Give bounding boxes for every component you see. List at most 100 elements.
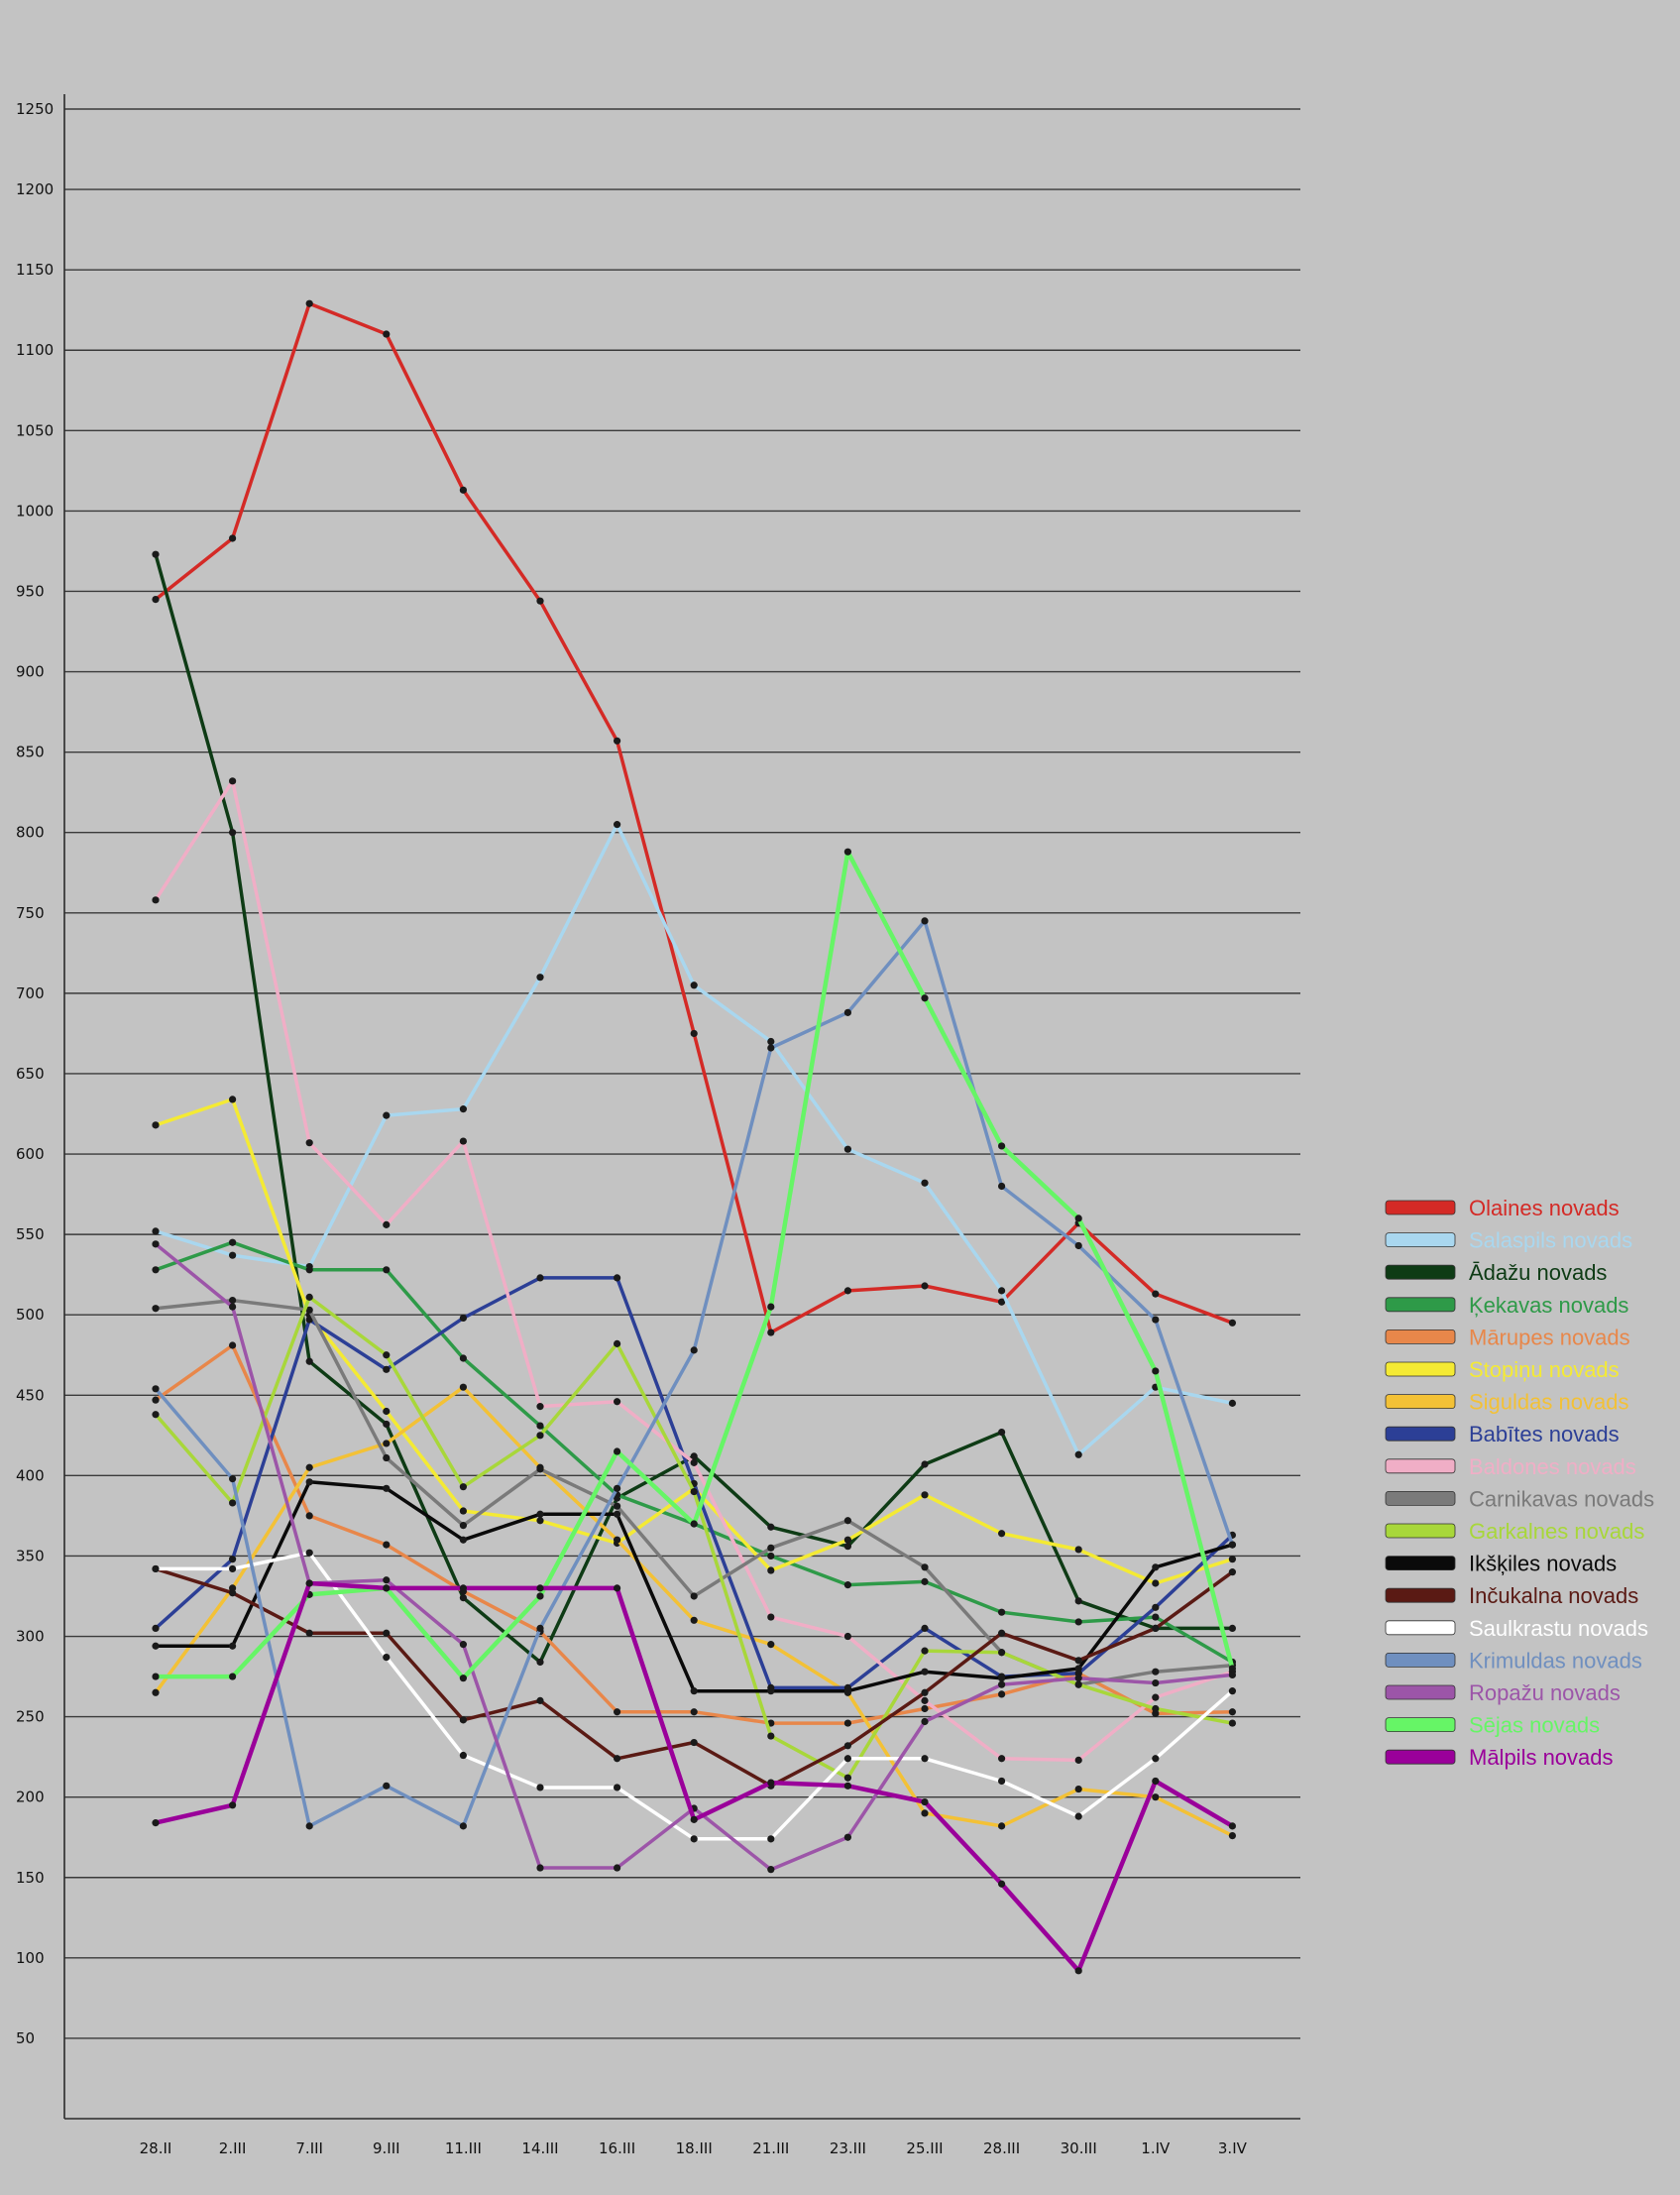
- legend-item: Mārupes novads: [1385, 1325, 1630, 1349]
- data-point: [843, 1742, 852, 1750]
- legend-swatch: [1385, 1329, 1456, 1344]
- data-point: [921, 1179, 929, 1187]
- data-point: [767, 1866, 775, 1874]
- series-line: [154, 301, 1235, 1334]
- data-point: [305, 1549, 313, 1557]
- legend-item: Saulkrastu novads: [1385, 1616, 1648, 1641]
- data-point: [998, 1680, 1006, 1688]
- data-point: [305, 1822, 313, 1830]
- data-point: [1152, 1777, 1160, 1786]
- data-point: [1228, 1319, 1236, 1327]
- x-tick-label: 25.III: [906, 2139, 943, 2157]
- data-point: [767, 1687, 775, 1695]
- data-point: [459, 1314, 467, 1323]
- axes: [63, 94, 1300, 2120]
- data-point: [614, 821, 621, 829]
- data-point: [1074, 1812, 1082, 1820]
- data-point: [152, 1819, 160, 1827]
- legend-item: Sējas novads: [1385, 1713, 1600, 1738]
- legend-swatch: [1385, 1684, 1456, 1700]
- data-point: [383, 1407, 391, 1416]
- data-point: [305, 1478, 313, 1486]
- data-point: [614, 1755, 621, 1763]
- legend-label: Siguldas novads: [1469, 1390, 1628, 1415]
- data-point: [614, 1584, 621, 1592]
- x-tick-label: 18.III: [676, 2139, 713, 2157]
- data-point: [1228, 1719, 1236, 1727]
- series-16: [152, 1240, 1236, 1874]
- data-point: [152, 1673, 160, 1680]
- data-point: [1228, 1541, 1236, 1549]
- legend-item: Ķekavas novads: [1385, 1293, 1628, 1318]
- legend-label: Inčukalna novads: [1469, 1583, 1638, 1608]
- legend-label: Baldones novads: [1469, 1454, 1636, 1479]
- data-point: [305, 1316, 313, 1324]
- data-point: [767, 1037, 775, 1046]
- data-point: [998, 1428, 1006, 1437]
- data-point: [1152, 1668, 1160, 1675]
- data-point: [921, 1647, 929, 1655]
- data-point: [536, 1403, 544, 1411]
- data-point: [229, 1341, 237, 1349]
- data-point: [536, 1624, 544, 1633]
- y-tick-label: 650: [16, 1065, 45, 1083]
- data-point: [536, 1465, 544, 1473]
- legend-swatch: [1385, 1717, 1456, 1732]
- data-point: [690, 1458, 698, 1466]
- data-point: [459, 1536, 467, 1544]
- data-point: [459, 1354, 467, 1362]
- data-point: [1228, 1556, 1236, 1563]
- data-point: [536, 1510, 544, 1518]
- data-point: [536, 1584, 544, 1592]
- data-point: [152, 550, 160, 558]
- data-point: [843, 1287, 852, 1295]
- data-point: [1152, 1613, 1160, 1621]
- series-line: [153, 1580, 1235, 1974]
- legend-label: Carnikavas novads: [1469, 1486, 1654, 1511]
- data-point: [1152, 1367, 1160, 1375]
- x-tick-label: 7.III: [295, 2139, 323, 2157]
- data-point: [1152, 1693, 1160, 1701]
- legend-label: Ikšķiles novads: [1469, 1552, 1617, 1576]
- data-point: [1074, 1241, 1082, 1250]
- data-point: [229, 1642, 237, 1650]
- data-point: [383, 1420, 391, 1429]
- data-point: [1074, 1785, 1082, 1793]
- data-point: [1152, 1704, 1160, 1713]
- y-tick-label: 1150: [16, 261, 54, 279]
- data-point: [536, 1274, 544, 1282]
- y-tick-label: 400: [16, 1466, 45, 1484]
- legend-label: Saulkrastu novads: [1469, 1616, 1648, 1641]
- data-point: [843, 1719, 852, 1727]
- data-point: [383, 1782, 391, 1790]
- data-point: [536, 974, 544, 982]
- series-lines: [152, 299, 1236, 1975]
- series-18: [152, 1579, 1236, 1975]
- legend-item: Inčukalna novads: [1385, 1583, 1638, 1608]
- legend-item: Stopiņu novads: [1385, 1357, 1620, 1382]
- x-tick-labels: 28.II 2.III 7.III 9.III 11.III 14.III 16.III 18…: [140, 2139, 1248, 2157]
- data-point: [1074, 1657, 1082, 1665]
- data-point: [459, 1716, 467, 1724]
- legend-label: Mārupes novads: [1469, 1325, 1630, 1349]
- legend-item: Babītes novads: [1385, 1422, 1620, 1446]
- data-point: [614, 1398, 621, 1406]
- series-15: [152, 917, 1236, 1830]
- data-point: [998, 1629, 1006, 1637]
- data-point: [921, 917, 929, 925]
- data-point: [921, 1460, 929, 1468]
- data-point: [383, 1440, 391, 1447]
- y-tick-label: 900: [16, 663, 45, 681]
- data-point: [152, 1564, 160, 1573]
- data-point: [767, 1329, 775, 1336]
- data-point: [536, 1658, 544, 1667]
- data-point: [383, 1541, 391, 1549]
- data-point: [998, 1530, 1006, 1538]
- data-point: [459, 1522, 467, 1530]
- legend-item: Carnikavas novads: [1385, 1486, 1654, 1511]
- data-point: [1152, 1603, 1160, 1611]
- legend: Olaines novads Salaspils novads Ādažu nova…: [1385, 1196, 1654, 1770]
- legend-item: Ikšķiles novads: [1385, 1552, 1617, 1576]
- legend-swatch: [1385, 1491, 1456, 1506]
- y-tick-label: 200: [16, 1789, 45, 1806]
